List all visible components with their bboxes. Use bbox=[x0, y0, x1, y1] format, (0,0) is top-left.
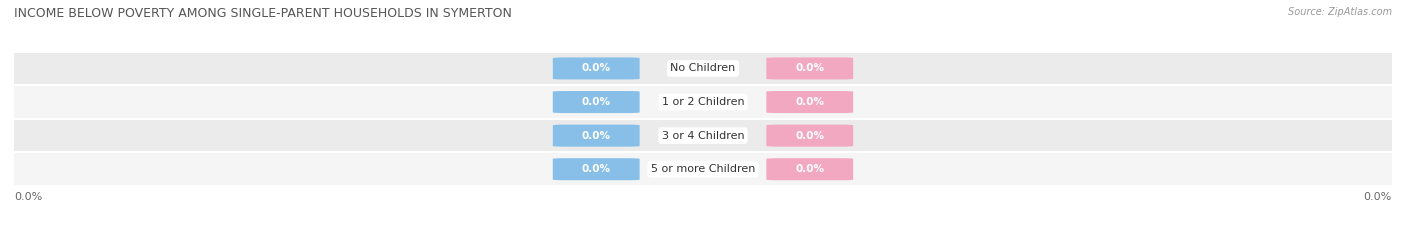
FancyBboxPatch shape bbox=[766, 57, 853, 79]
FancyBboxPatch shape bbox=[553, 125, 640, 147]
Text: 0.0%: 0.0% bbox=[582, 131, 610, 141]
Text: 1 or 2 Children: 1 or 2 Children bbox=[662, 97, 744, 107]
Text: No Children: No Children bbox=[671, 63, 735, 73]
Text: 0.0%: 0.0% bbox=[796, 131, 824, 141]
Text: Source: ZipAtlas.com: Source: ZipAtlas.com bbox=[1288, 7, 1392, 17]
FancyBboxPatch shape bbox=[553, 57, 640, 79]
Bar bbox=[14, 52, 1392, 85]
Text: 0.0%: 0.0% bbox=[14, 192, 42, 202]
FancyBboxPatch shape bbox=[766, 91, 853, 113]
Text: 0.0%: 0.0% bbox=[582, 164, 610, 174]
Bar bbox=[14, 119, 1392, 152]
FancyBboxPatch shape bbox=[553, 91, 640, 113]
Text: 5 or more Children: 5 or more Children bbox=[651, 164, 755, 174]
Text: 0.0%: 0.0% bbox=[1364, 192, 1392, 202]
Bar bbox=[14, 85, 1392, 119]
Text: 0.0%: 0.0% bbox=[582, 97, 610, 107]
Text: 0.0%: 0.0% bbox=[796, 63, 824, 73]
Text: 0.0%: 0.0% bbox=[796, 97, 824, 107]
Text: 0.0%: 0.0% bbox=[796, 164, 824, 174]
Text: 3 or 4 Children: 3 or 4 Children bbox=[662, 131, 744, 141]
FancyBboxPatch shape bbox=[766, 125, 853, 147]
FancyBboxPatch shape bbox=[553, 158, 640, 180]
Text: 0.0%: 0.0% bbox=[582, 63, 610, 73]
Text: INCOME BELOW POVERTY AMONG SINGLE-PARENT HOUSEHOLDS IN SYMERTON: INCOME BELOW POVERTY AMONG SINGLE-PARENT… bbox=[14, 7, 512, 20]
FancyBboxPatch shape bbox=[766, 158, 853, 180]
Bar bbox=[14, 152, 1392, 186]
